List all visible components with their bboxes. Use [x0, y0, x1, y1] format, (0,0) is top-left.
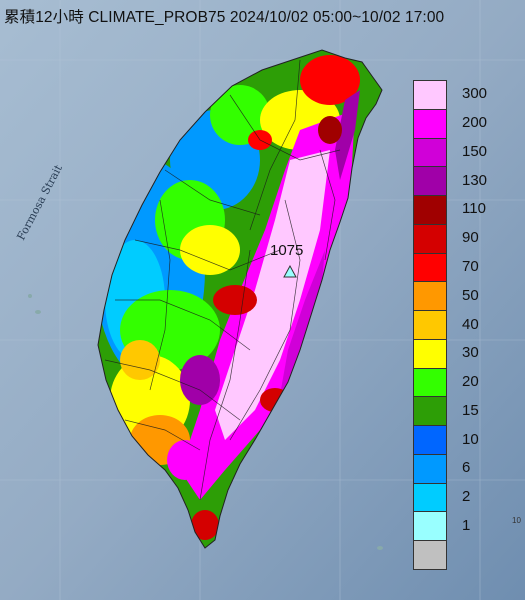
legend-swatch — [413, 80, 447, 110]
legend-label: 10 — [462, 430, 479, 448]
legend-swatch — [413, 137, 447, 168]
penghu-island — [28, 294, 32, 298]
legend-swatch — [413, 511, 447, 542]
legend-label: 20 — [462, 373, 479, 391]
penghu-island — [35, 310, 41, 314]
legend-swatch — [413, 540, 447, 570]
legend-swatch — [413, 425, 447, 455]
legend-label: 300 — [462, 85, 488, 103]
legend-swatch — [413, 482, 447, 513]
legend-label: 1 — [462, 516, 471, 534]
legend-label: 6 — [462, 459, 471, 477]
legend-swatch — [413, 367, 447, 398]
legend-label: 2 — [462, 488, 471, 506]
legend-label: 200 — [462, 114, 488, 132]
legend-label: 30 — [462, 344, 479, 362]
boundaries — [104, 59, 341, 501]
legend-swatch — [413, 166, 447, 197]
legend-label: 90 — [462, 229, 479, 247]
legend-labels: 300 200 150 130 110 90 70 50 40 30 20 15 10 6 2 1 — [462, 80, 522, 569]
legend-label: 110 — [462, 200, 486, 218]
legend-label: 15 — [462, 401, 479, 419]
legend-swatch — [413, 453, 447, 484]
legend-label: 150 — [462, 142, 488, 160]
legend-swatch — [413, 223, 447, 254]
legend-label: 40 — [462, 315, 479, 333]
legend-swatch — [413, 310, 447, 340]
island-outline — [97, 49, 383, 549]
map-title: 累積12小時 CLIMATE_PROB75 2024/10/02 05:00~1… — [4, 9, 445, 26]
orchid-island — [377, 546, 383, 550]
legend-swatch — [413, 252, 447, 283]
legend-label: 130 — [462, 171, 488, 189]
legend-swatch — [413, 396, 447, 427]
legend-swatch — [413, 338, 447, 369]
legend-swatch — [413, 195, 447, 225]
legend-label: 70 — [462, 257, 479, 275]
legend-label: 50 — [462, 286, 479, 304]
triangle-marker — [283, 264, 297, 278]
color-legend — [413, 80, 449, 570]
legend-swatch — [413, 108, 447, 139]
max-value-label: 1075 — [270, 242, 304, 259]
edge-label: 10 — [512, 516, 521, 525]
legend-swatch — [413, 281, 447, 312]
